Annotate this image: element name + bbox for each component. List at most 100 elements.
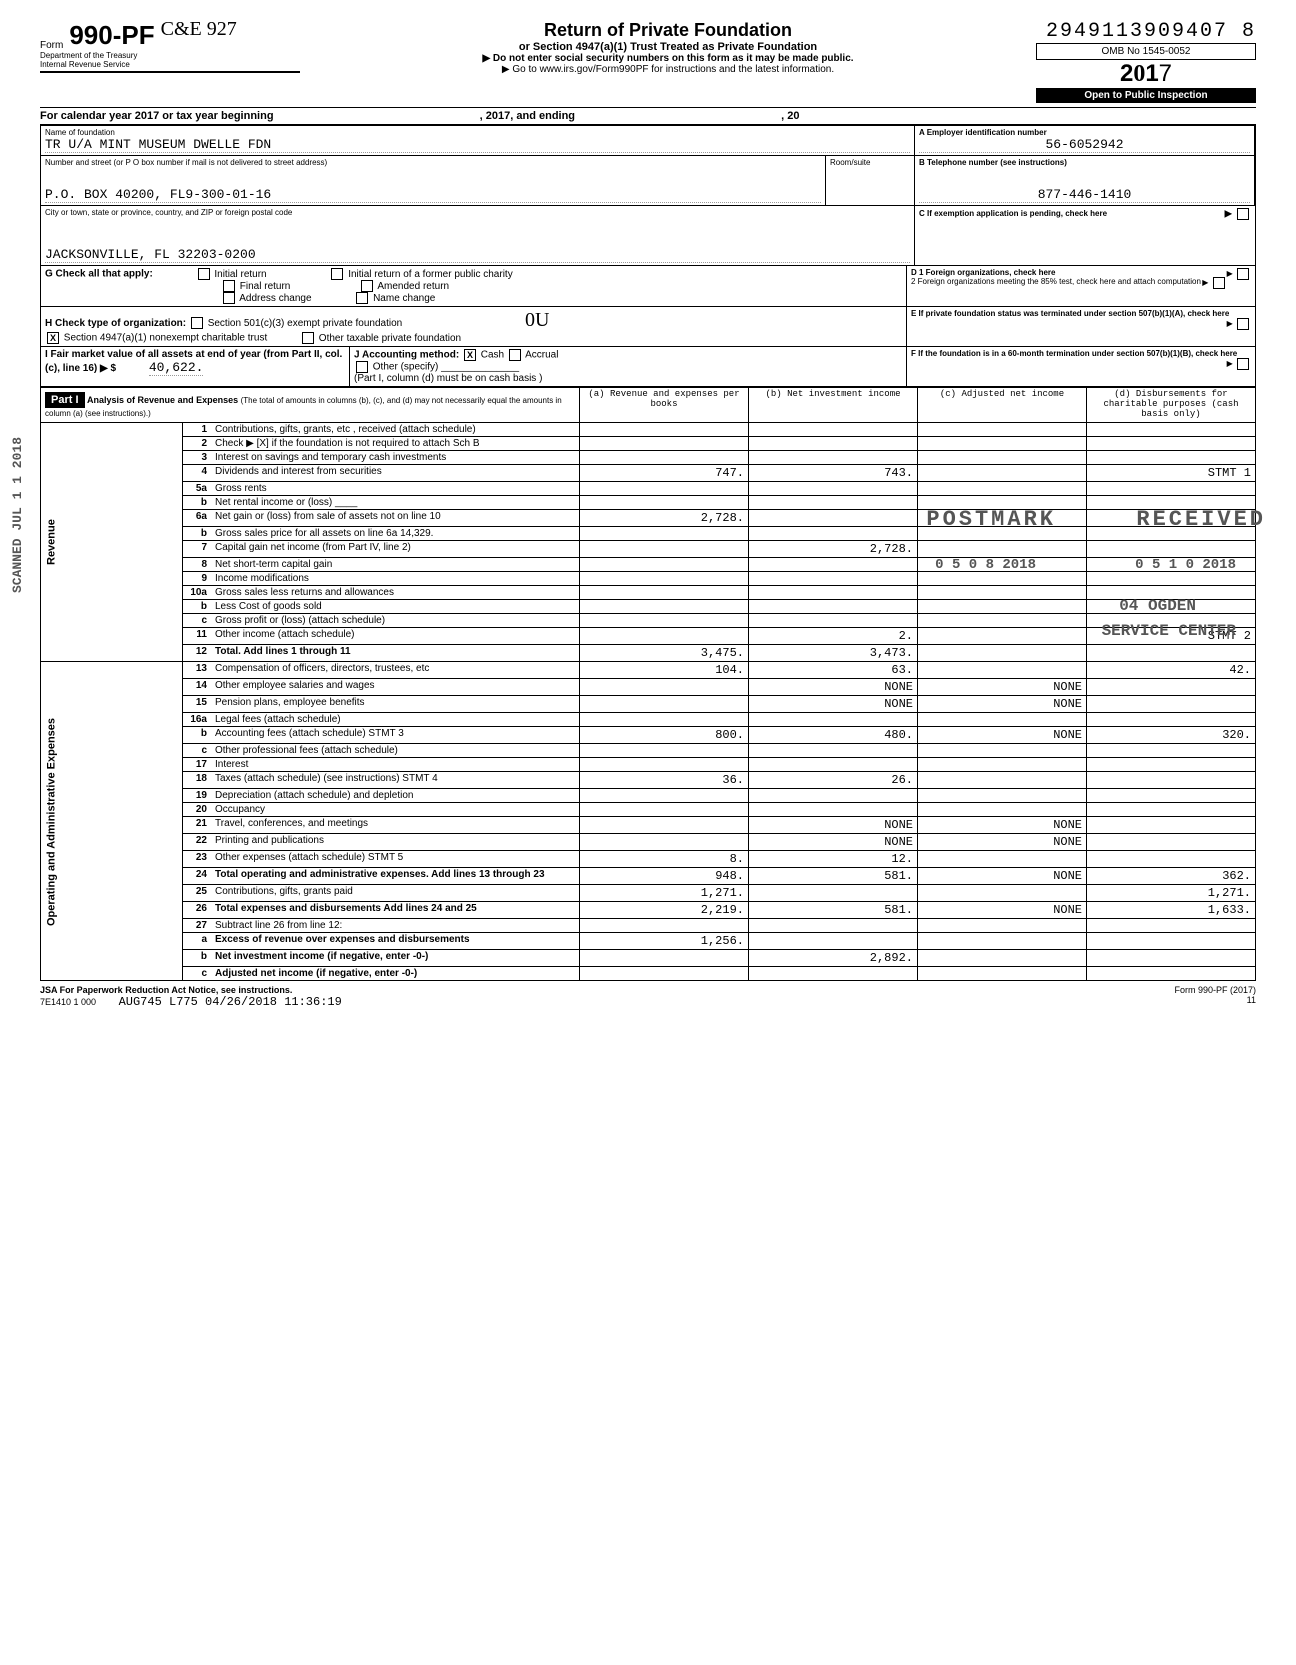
form-note-1: ▶ Do not enter social security numbers o… (300, 53, 1036, 64)
row-col-a (580, 496, 749, 510)
row-number: 14 (183, 679, 212, 696)
row-col-c (918, 789, 1087, 803)
table-row: bGross sales price for all assets on lin… (41, 527, 1256, 541)
row-col-b (749, 614, 918, 628)
row-number: 26 (183, 902, 212, 919)
j-cash[interactable] (464, 349, 476, 361)
row-col-a (580, 482, 749, 496)
row-number: b (183, 496, 212, 510)
table-row: 11Other income (attach schedule)2.STMT 2 (41, 628, 1256, 645)
city-label: City or town, state or province, country… (45, 208, 910, 217)
row-col-d: 1,271. (1087, 885, 1256, 902)
h-4947[interactable] (47, 332, 59, 344)
row-col-d (1087, 645, 1256, 662)
e-checkbox[interactable] (1237, 318, 1249, 330)
row-number: a (183, 933, 212, 950)
table-row: cGross profit or (loss) (attach schedule… (41, 614, 1256, 628)
analysis-table: Part I Analysis of Revenue and Expenses … (40, 387, 1256, 981)
row-col-c (918, 662, 1087, 679)
row-col-a (580, 834, 749, 851)
row-label: Gross sales less returns and allowances (211, 586, 580, 600)
f-checkbox[interactable] (1237, 358, 1249, 370)
row-col-a (580, 451, 749, 465)
footer-code: 7E1410 1 000 (40, 997, 96, 1007)
row-col-b (749, 600, 918, 614)
table-row: 8Net short-term capital gain (41, 558, 1256, 572)
row-number: 8 (183, 558, 212, 572)
col-d-header: (d) Disbursements for charitable purpose… (1087, 388, 1256, 423)
j-accrual[interactable] (509, 349, 521, 361)
row-col-a (580, 437, 749, 451)
row-label: Excess of revenue over expenses and disb… (211, 933, 580, 950)
foundation-city: JACKSONVILLE, FL 32203-0200 (45, 247, 910, 263)
j-other[interactable] (356, 361, 368, 373)
row-label: Check ▶ [X] if the foundation is not req… (211, 437, 580, 451)
row-col-a (580, 817, 749, 834)
row-col-d (1087, 933, 1256, 950)
row-col-a (580, 713, 749, 727)
row-number: c (183, 744, 212, 758)
row-col-d (1087, 834, 1256, 851)
h-label: H Check type of organization: (45, 318, 186, 329)
addr-label: Number and street (or P O box number if … (45, 158, 821, 167)
stamp-date2: 0 5 1 0 2018 (1135, 557, 1236, 573)
table-row: aExcess of revenue over expenses and dis… (41, 933, 1256, 950)
section-revenue: Revenue (41, 423, 183, 662)
row-col-c: NONE (918, 817, 1087, 834)
row-label: Other professional fees (attach schedule… (211, 744, 580, 758)
g-address-change[interactable] (223, 292, 235, 304)
g-former-charity[interactable] (331, 268, 343, 280)
d1-checkbox[interactable] (1237, 268, 1249, 280)
h-other[interactable] (302, 332, 314, 344)
form-title: Return of Private Foundation (300, 20, 1036, 41)
h-501c3[interactable] (191, 317, 203, 329)
row-number: 20 (183, 803, 212, 817)
d2-checkbox[interactable] (1213, 277, 1225, 289)
handwriting-0u: 0U (525, 309, 549, 331)
row-col-c (918, 919, 1087, 933)
row-number: 23 (183, 851, 212, 868)
g-name-change[interactable] (356, 292, 368, 304)
document-locator-number: 2949113909407 8 (1036, 20, 1256, 43)
row-col-b: NONE (749, 696, 918, 713)
row-label: Travel, conferences, and meetings (211, 817, 580, 834)
row-col-b (749, 558, 918, 572)
table-row: cOther professional fees (attach schedul… (41, 744, 1256, 758)
table-row: 26Total expenses and disbursements Add l… (41, 902, 1256, 919)
calendar-year-line: For calendar year 2017 or tax year begin… (40, 107, 1256, 125)
row-col-b: 581. (749, 902, 918, 919)
row-col-d (1087, 482, 1256, 496)
row-col-c (918, 933, 1087, 950)
g-opt-2: Address change (239, 293, 311, 304)
row-label: Contributions, gifts, grants, etc , rece… (211, 423, 580, 437)
row-col-a (580, 679, 749, 696)
omb-number: OMB No 1545-0052 (1036, 43, 1256, 60)
row-col-c: NONE (918, 727, 1087, 744)
row-col-a (580, 423, 749, 437)
table-row: 7Capital gain net income (from Part IV, … (41, 541, 1256, 558)
row-col-d: 362. (1087, 868, 1256, 885)
c-checkbox[interactable] (1237, 208, 1249, 220)
g-initial-return[interactable] (198, 268, 210, 280)
row-label: Occupancy (211, 803, 580, 817)
row-label: Gross sales price for all assets on line… (211, 527, 580, 541)
g-opt-4: Amended return (377, 281, 449, 292)
row-label: Net gain or (loss) from sale of assets n… (211, 510, 580, 527)
d1-label: D 1 Foreign organizations, check here (911, 268, 1055, 277)
row-number: 19 (183, 789, 212, 803)
table-row: 16aLegal fees (attach schedule) (41, 713, 1256, 727)
g-amended[interactable] (361, 280, 373, 292)
row-col-b (749, 510, 918, 527)
row-number: b (183, 600, 212, 614)
row-col-c (918, 772, 1087, 789)
table-row: 21Travel, conferences, and meetingsNONEN… (41, 817, 1256, 834)
row-col-a (580, 967, 749, 981)
ein-value: 56-6052942 (919, 137, 1250, 153)
g-final-return[interactable] (223, 280, 235, 292)
row-col-b: 743. (749, 465, 918, 482)
f-label: F If the foundation is in a 60-month ter… (911, 349, 1237, 358)
table-row: bNet rental income or (loss) ____ (41, 496, 1256, 510)
row-label: Compensation of officers, directors, tru… (211, 662, 580, 679)
row-col-b: 26. (749, 772, 918, 789)
row-col-b (749, 451, 918, 465)
